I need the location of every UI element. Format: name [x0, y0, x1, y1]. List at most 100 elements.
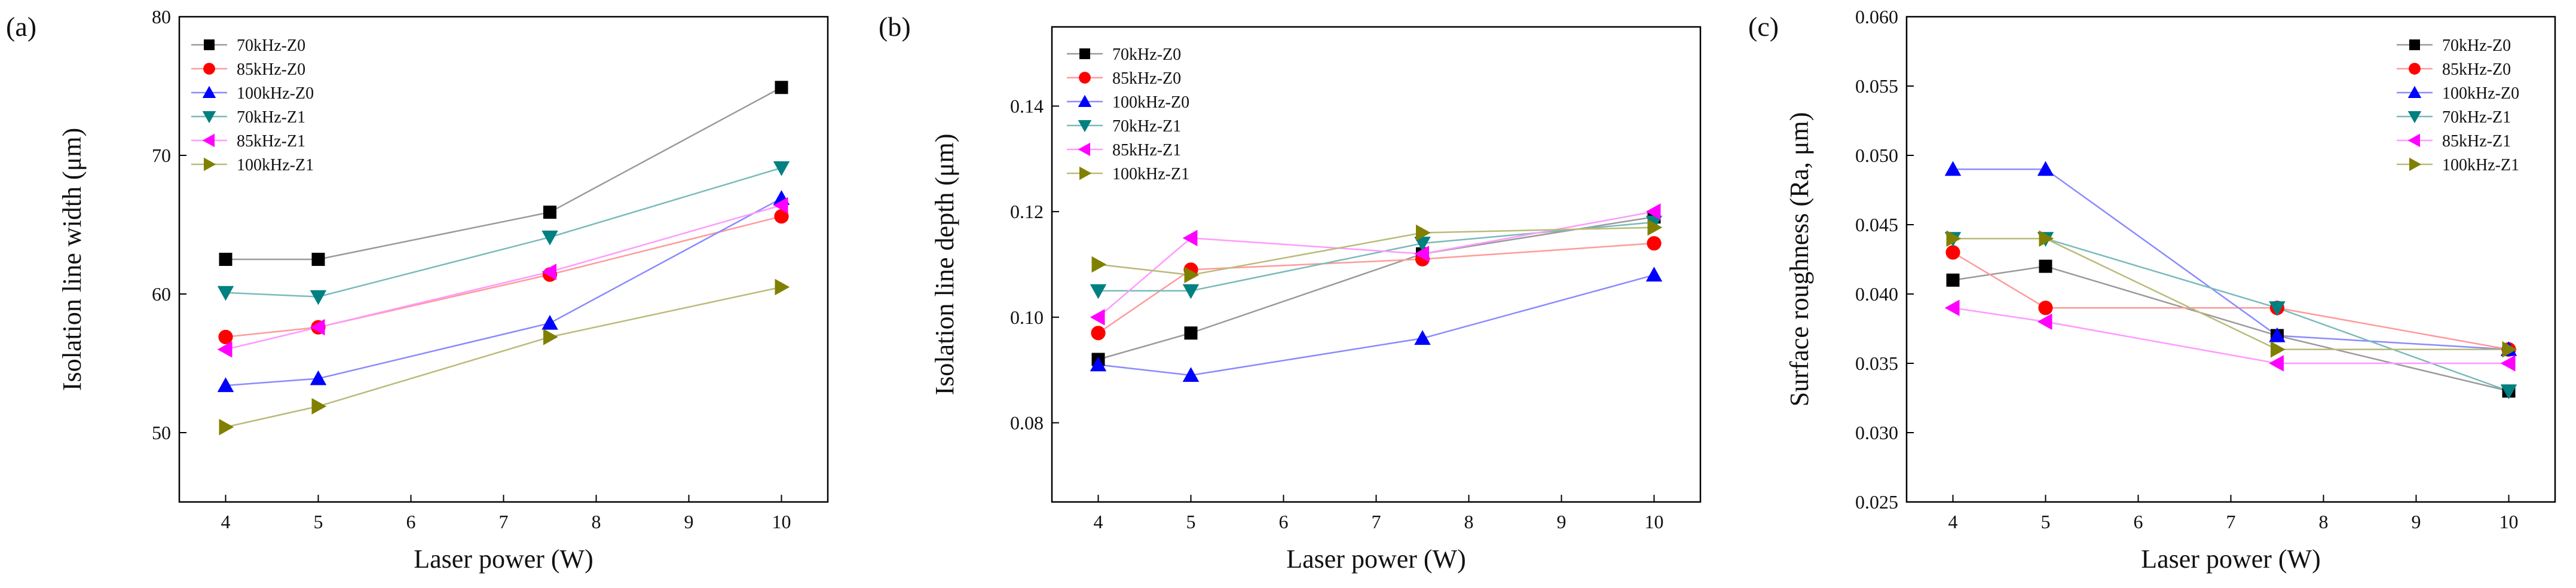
data-point-70kHz-Z0 — [775, 81, 788, 94]
data-point-100kHz-Z1 — [775, 278, 790, 296]
data-point-100kHz-Z1 — [2502, 341, 2517, 358]
data-point-85kHz-Z0 — [1945, 245, 1960, 260]
data-point-70kHz-Z0 — [2039, 259, 2052, 273]
legend: 70kHz-Z0 85kHz-Z0 100kHz-Z0 70kHz-Z1 85kHz-Z… — [191, 36, 314, 174]
data-point-100kHz-Z1 — [311, 398, 327, 415]
legend-label: 100kHz-Z1 — [237, 156, 314, 174]
legend-label: 100kHz-Z0 — [237, 84, 314, 103]
data-point-100kHz-Z1 — [1946, 230, 1962, 247]
legend-marker-100kHz-Z0 — [2407, 85, 2422, 98]
legend-marker-70kHz-Z1 — [1078, 120, 1092, 133]
y-tick-label: 0.045 — [1855, 214, 1898, 235]
x-tick-label: 6 — [406, 511, 416, 532]
y-axis-label: Surface roughness (Ra, μm) — [1785, 112, 1814, 407]
data-point-70kHz-Z1 — [1090, 284, 1107, 299]
x-tick-label: 5 — [314, 511, 323, 532]
x-tick-label: 8 — [1464, 511, 1474, 532]
y-tick-label: 0.050 — [1855, 145, 1898, 166]
x-tick-label: 6 — [1279, 511, 1289, 532]
data-point-85kHz-Z1 — [2500, 355, 2516, 372]
data-point-100kHz-Z1 — [2039, 230, 2054, 247]
x-tick-label: 9 — [684, 511, 694, 532]
series-line-85kHz-Z1 — [1953, 307, 2509, 365]
legend-label: 70kHz-Z0 — [2442, 36, 2511, 55]
data-point-100kHz-Z1 — [543, 329, 558, 345]
x-axis-label: Laser power (W) — [414, 544, 593, 574]
legend-marker-85kHz-Z1 — [2407, 133, 2420, 148]
y-tick-label: 0.055 — [1855, 75, 1898, 97]
series-line-100kHz-Z1 — [225, 286, 782, 428]
legend-label: 100kHz-Z1 — [1112, 165, 1189, 183]
data-point-70kHz-Z1 — [217, 286, 234, 301]
series-line-85kHz-Z0 — [1952, 252, 2509, 351]
panel-label: (c) — [1748, 11, 1779, 42]
panel-label: (a) — [6, 11, 36, 42]
x-tick-label: 10 — [1645, 511, 1664, 532]
data-point-85kHz-Z1 — [217, 341, 232, 358]
series-line-70kHz-Z1 — [1953, 237, 2509, 392]
legend-marker-100kHz-Z0 — [1078, 94, 1092, 107]
y-axis-label: Isolation line depth (μm) — [930, 134, 959, 396]
x-tick-label: 7 — [2226, 511, 2236, 532]
legend-label: 85kHz-Z1 — [2442, 132, 2511, 151]
data-point-70kHz-Z1 — [541, 230, 558, 246]
data-point-100kHz-Z1 — [1416, 224, 1431, 241]
series-line-100kHz-Z0 — [1098, 274, 1654, 376]
legend-marker-85kHz-Z1 — [202, 133, 215, 148]
panel-label: (b) — [879, 11, 911, 42]
series-line-70kHz-Z1 — [225, 167, 782, 298]
data-point-85kHz-Z1 — [1182, 229, 1198, 247]
legend-marker-70kHz-Z1 — [202, 111, 216, 124]
data-point-85kHz-Z1 — [310, 318, 325, 336]
x-axis-label: Laser power (W) — [2141, 544, 2321, 574]
data-point-70kHz-Z1 — [2500, 384, 2517, 400]
data-point-70kHz-Z1 — [1414, 237, 1431, 252]
legend-marker-100kHz-Z1 — [204, 157, 216, 172]
data-point-70kHz-Z0 — [543, 206, 556, 219]
y-tick-label: 0.10 — [1010, 307, 1044, 328]
legend-label: 70kHz-Z0 — [237, 36, 305, 55]
series-line-85kHz-Z0 — [1097, 242, 1654, 334]
legend-marker-70kHz-Z1 — [2407, 111, 2422, 124]
series-line-70kHz-Z1 — [1098, 221, 1654, 292]
x-tick-label: 8 — [2319, 511, 2329, 532]
legend: 70kHz-Z0 85kHz-Z0 100kHz-Z0 70kHz-Z1 85kHz-Z… — [1067, 45, 1189, 183]
data-point-100kHz-Z1 — [2271, 341, 2286, 358]
legend-label: 100kHz-Z1 — [2442, 156, 2519, 174]
data-point-100kHz-Z0 — [541, 314, 558, 330]
series-line-85kHz-Z1 — [1097, 210, 1654, 318]
data-point-70kHz-Z0 — [311, 253, 325, 266]
y-tick-label: 0.08 — [1010, 412, 1044, 434]
data-point-100kHz-Z0 — [2269, 327, 2286, 342]
series-line-70kHz-Z0 — [225, 87, 782, 261]
data-point-85kHz-Z1 — [2037, 313, 2052, 330]
x-tick-label: 10 — [772, 511, 791, 532]
x-tick-label: 8 — [592, 511, 601, 532]
data-point-100kHz-Z0 — [1182, 367, 1200, 382]
legend-label: 85kHz-Z0 — [2442, 60, 2511, 79]
x-tick-label: 7 — [1372, 511, 1381, 532]
data-point-85kHz-Z1 — [2269, 355, 2284, 372]
y-tick-label: 70 — [152, 145, 171, 166]
x-tick-label: 4 — [1948, 511, 1958, 532]
data-point-100kHz-Z0 — [1645, 267, 1663, 282]
chart-panel-2: (b) 4 5 6 7 8 9 10 0.08 0.10 0.12 0.14 Laser power (… — [879, 11, 1702, 574]
series-line-70kHz-Z0 — [1953, 265, 2509, 392]
data-point-70kHz-Z0 — [219, 253, 232, 266]
legend-label: 70kHz-Z1 — [237, 108, 305, 127]
data-point-85kHz-Z0 — [2038, 301, 2053, 316]
series-line-100kHz-Z1 — [1953, 237, 2509, 351]
chart-panel-3: (c) 4 5 6 7 8 9 10 0.025 0.030 0.035 0.040 0.045 0.05… — [1748, 6, 2556, 574]
data-point-85kHz-Z1 — [773, 197, 788, 214]
x-tick-label: 4 — [221, 511, 231, 532]
legend-marker-100kHz-Z1 — [2409, 157, 2422, 172]
legend-label: 70kHz-Z1 — [1112, 117, 1181, 136]
data-point-70kHz-Z0 — [1184, 326, 1198, 340]
y-tick-label: 50 — [152, 422, 171, 443]
legend-marker-85kHz-Z1 — [1078, 142, 1090, 157]
x-tick-label: 4 — [1094, 511, 1103, 532]
data-point-85kHz-Z1 — [1414, 246, 1429, 262]
y-tick-label: 0.025 — [1855, 491, 1898, 513]
legend-label: 85kHz-Z1 — [237, 132, 305, 151]
data-point-100kHz-Z1 — [1184, 267, 1200, 283]
